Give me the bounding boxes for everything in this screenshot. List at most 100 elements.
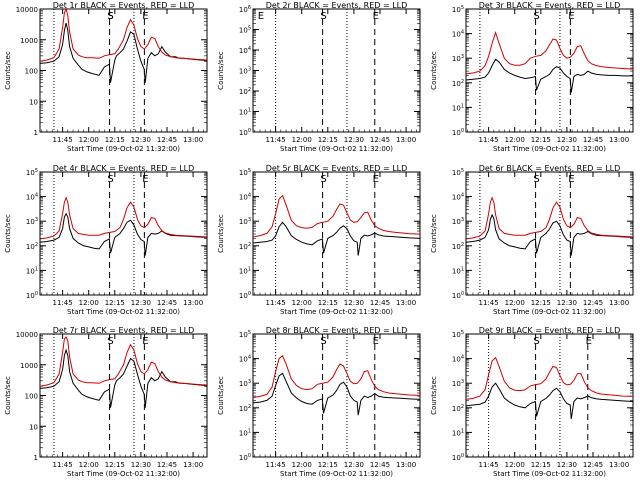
x-axis-label: Start Time (09-Oct-02 11:32:00): [67, 308, 180, 316]
x-tick-label: 12:15: [318, 461, 338, 469]
y-tick-label: 101: [452, 428, 464, 437]
x-tick-label: 12:30: [557, 136, 577, 144]
series-line-lld: [465, 356, 634, 400]
x-tick-label: 12:45: [157, 136, 177, 144]
start-end-marker: S: [107, 174, 113, 185]
start-end-marker: E: [258, 11, 264, 22]
x-tick-label: 12:00: [292, 461, 312, 469]
y-axis-label: Counts/sec: [4, 51, 12, 90]
y-tick-label: 104: [239, 46, 251, 55]
x-tick-label: 12:00: [292, 136, 312, 144]
x-tick-label: 12:30: [344, 299, 364, 307]
y-tick-label: 103: [452, 379, 464, 388]
x-tick-label: 12:45: [370, 299, 390, 307]
x-tick-label: 13:00: [183, 299, 203, 307]
y-tick-label: 103: [239, 379, 251, 388]
x-tick-label: 12:30: [557, 461, 577, 469]
panel-det-5r: Det 5r BLACK = Events, RED = LLD 100 101 10…: [217, 164, 421, 316]
y-tick-label: 10: [29, 98, 38, 106]
x-tick-label: 13:00: [396, 299, 416, 307]
panel-title: Det 6r BLACK = Events, RED = LLD: [479, 164, 621, 173]
series-line-lld: [39, 196, 208, 240]
y-tick-label: 104: [239, 193, 251, 202]
x-tick-label: 11:45: [479, 136, 499, 144]
panel-title: Det 2r BLACK = Events, RED = LLD: [266, 1, 408, 10]
y-tick-label: 101: [239, 266, 251, 275]
x-tick-label: 12:45: [370, 461, 390, 469]
y-tick-label: 102: [239, 87, 251, 96]
start-end-marker: E: [586, 336, 592, 347]
y-tick-label: 103: [239, 67, 251, 76]
x-tick-label: 12:30: [131, 461, 151, 469]
y-tick-label: 105: [239, 26, 251, 35]
start-end-marker: S: [320, 174, 326, 185]
y-tick-label: 1: [34, 454, 38, 462]
y-tick-label: 10000: [16, 331, 38, 339]
x-tick-label: 12:45: [157, 461, 177, 469]
start-end-marker: S: [107, 11, 113, 22]
x-axis-label: Start Time (09-Oct-02 11:32:00): [280, 308, 393, 316]
y-tick-label: 103: [452, 217, 464, 226]
start-end-marker: S: [533, 11, 539, 22]
y-tick-label: 105: [26, 168, 38, 177]
x-tick-label: 12:00: [79, 299, 99, 307]
y-tick-label: 102: [239, 404, 251, 413]
panel-det-8r: Det 8r BLACK = Events, RED = LLD 100 101 10…: [217, 326, 421, 478]
x-tick-label: 13:00: [609, 299, 629, 307]
y-tick-label: 101: [26, 266, 38, 275]
y-axis-label: Counts/sec: [4, 376, 12, 415]
x-axis-label: Start Time (09-Oct-02 11:32:00): [280, 470, 393, 478]
y-tick-label: 103: [26, 217, 38, 226]
plot-frame: [39, 171, 208, 296]
y-axis-label: Counts/sec: [4, 214, 12, 253]
x-axis-label: Start Time (09-Oct-02 11:32:00): [280, 145, 393, 153]
x-tick-label: 13:00: [183, 461, 203, 469]
panel-det-1r: Det 1r BLACK = Events, RED = LLD 1 10 100 10…: [4, 1, 208, 153]
y-tick-label: 101: [452, 266, 464, 275]
start-end-marker: S: [320, 336, 326, 347]
y-axis-label: Counts/sec: [217, 214, 225, 253]
series-line-events: [39, 348, 208, 408]
x-tick-label: 13:00: [396, 461, 416, 469]
x-tick-label: 12:30: [557, 299, 577, 307]
panel-det-7r: Det 7r BLACK = Events, RED = LLD 1 10 100 10…: [4, 326, 208, 478]
panel-det-4r: Det 4r BLACK = Events, RED = LLD 100 101 10…: [4, 164, 208, 316]
y-tick-label: 101: [239, 428, 251, 437]
y-tick-label: 1: [34, 129, 38, 137]
y-tick-label: 101: [452, 103, 464, 112]
start-end-marker: E: [373, 11, 379, 22]
plot-frame: [465, 333, 634, 458]
x-tick-label: 12:00: [505, 136, 525, 144]
start-end-marker: S: [107, 336, 113, 347]
panel-det-3r: Det 3r BLACK = Events, RED = LLD 100 101 10…: [430, 1, 634, 153]
y-tick-label: 106: [239, 5, 251, 14]
y-tick-label: 10: [29, 423, 38, 431]
x-tick-label: 12:15: [105, 299, 125, 307]
series-line-events: [39, 22, 208, 83]
x-axis-label: Start Time (09-Oct-02 11:32:00): [493, 308, 606, 316]
x-tick-label: 13:00: [396, 136, 416, 144]
y-tick-label: 102: [452, 404, 464, 413]
panel-title: Det 7r BLACK = Events, RED = LLD: [53, 326, 195, 335]
series-line-lld: [252, 354, 421, 399]
x-tick-label: 13:00: [609, 136, 629, 144]
series-line-events: [252, 221, 421, 256]
x-axis-label: Start Time (09-Oct-02 11:32:00): [493, 470, 606, 478]
y-tick-label: 105: [239, 330, 251, 339]
y-tick-label: 102: [239, 242, 251, 251]
x-tick-label: 12:15: [531, 461, 551, 469]
x-tick-label: 12:00: [79, 461, 99, 469]
panel-det-6r: Det 6r BLACK = Events, RED = LLD 100 101 10…: [430, 164, 634, 316]
y-tick-label: 105: [239, 168, 251, 177]
x-tick-label: 12:15: [531, 299, 551, 307]
plot-frame: [252, 8, 421, 133]
x-tick-label: 12:00: [292, 299, 312, 307]
y-axis-label: Counts/sec: [430, 214, 438, 253]
y-tick-label: 10000: [16, 6, 38, 14]
x-axis-label: Start Time (09-Oct-02 11:32:00): [493, 145, 606, 153]
y-tick-label: 102: [452, 242, 464, 251]
x-tick-label: 12:45: [583, 136, 603, 144]
panel-title: Det 9r BLACK = Events, RED = LLD: [479, 326, 621, 335]
y-tick-label: 105: [452, 330, 464, 339]
